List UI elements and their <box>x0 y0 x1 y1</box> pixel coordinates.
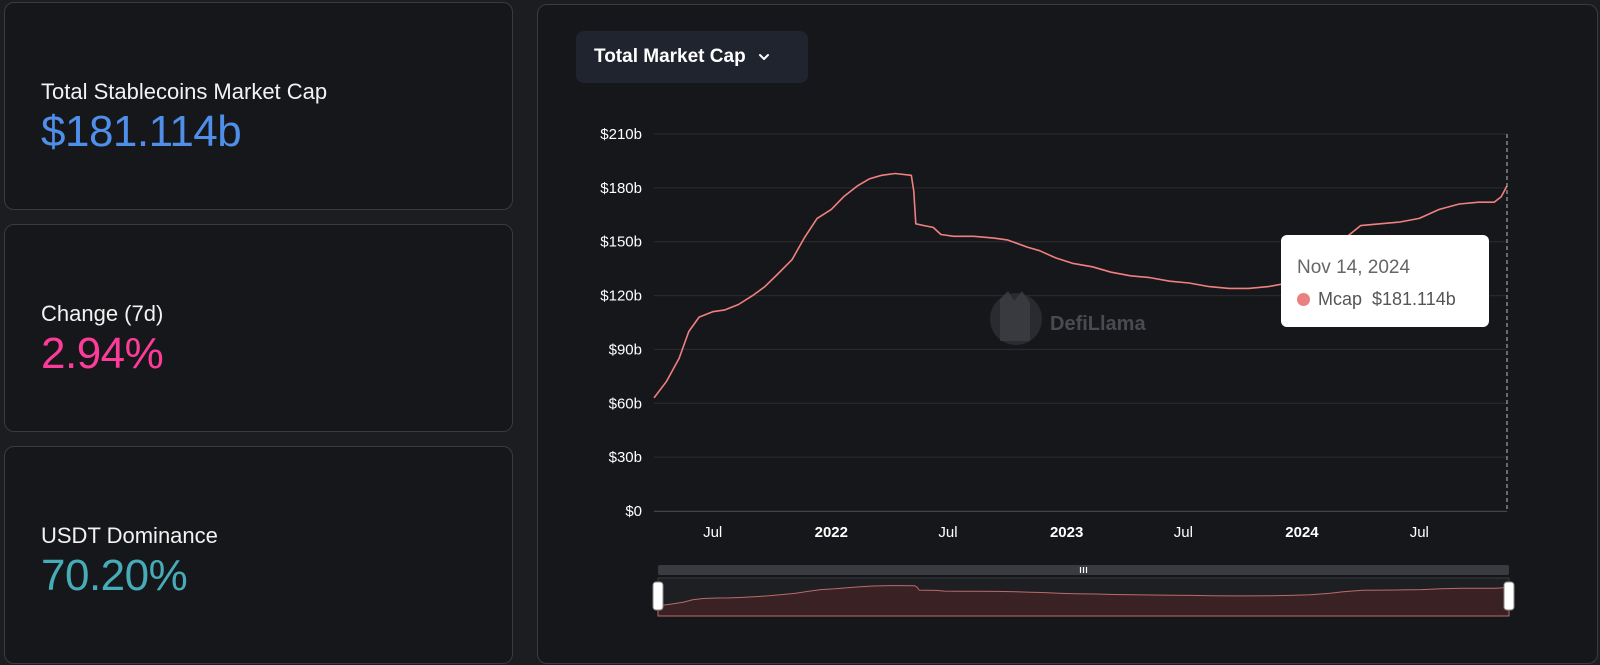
market-cap-chart: $0 $30b $60b $90b $120b $150b $180b $210b Jul 202… <box>600 126 1515 617</box>
tooltip-value: $181.114b <box>1372 289 1456 309</box>
stat-value-dominance: 70.20% <box>41 551 188 600</box>
stat-card-market-cap: Total Stablecoins Market Cap $181.114b <box>4 2 513 210</box>
stat-card-change: Change (7d) 2.94% <box>4 224 513 432</box>
chevron-down-icon <box>758 54 769 60</box>
x-tick-label: 2022 <box>815 524 848 541</box>
x-tick-label: Jul <box>1174 524 1193 541</box>
y-tick-label: $120b <box>600 288 642 305</box>
stat-label-market-cap: Total Stablecoins Market Cap <box>41 79 328 104</box>
llama-head-shape <box>1000 291 1030 341</box>
zoom-navigator-area <box>657 585 1510 617</box>
chart-type-dropdown[interactable]: Total Market Cap <box>576 31 808 83</box>
stat-label-change: Change (7d) <box>41 301 164 326</box>
tooltip-series-dot <box>1297 293 1310 306</box>
y-tick-label: $90b <box>609 341 642 358</box>
chart-tooltip: Nov 14, 2024 Mcap $181.114b <box>1281 235 1489 327</box>
x-tick-label: Jul <box>938 524 957 541</box>
zoom-handle-right[interactable] <box>1503 581 1515 611</box>
zoom-handle-left[interactable] <box>652 581 664 611</box>
tooltip-series-name: Mcap <box>1318 289 1363 309</box>
chart-type-label: Total Market Cap <box>594 46 746 67</box>
watermark-text: DefiLlama <box>1050 313 1146 335</box>
stat-value-change: 2.94% <box>41 329 164 378</box>
y-tick-label: $210b <box>600 126 642 143</box>
stat-value-market-cap: $181.114b <box>41 107 242 156</box>
y-tick-label: $180b <box>600 180 642 197</box>
x-tick-label: Jul <box>703 524 722 541</box>
x-tick-label: 2023 <box>1050 524 1083 541</box>
tooltip-date: Nov 14, 2024 <box>1297 257 1411 278</box>
x-tick-label: 2024 <box>1285 524 1319 541</box>
y-tick-label: $150b <box>600 234 642 251</box>
stat-label-dominance: USDT Dominance <box>41 523 218 548</box>
y-tick-label: $30b <box>609 449 642 466</box>
stat-card-dominance: USDT Dominance 70.20% <box>4 446 513 664</box>
x-tick-label: Jul <box>1410 524 1429 541</box>
chart-card: Total Market Cap $0 $30b $60b $90b $120b $150… <box>537 4 1598 664</box>
y-tick-label: $60b <box>609 395 642 412</box>
y-tick-label: $0 <box>625 503 642 520</box>
series-line-mcap <box>653 172 1508 399</box>
